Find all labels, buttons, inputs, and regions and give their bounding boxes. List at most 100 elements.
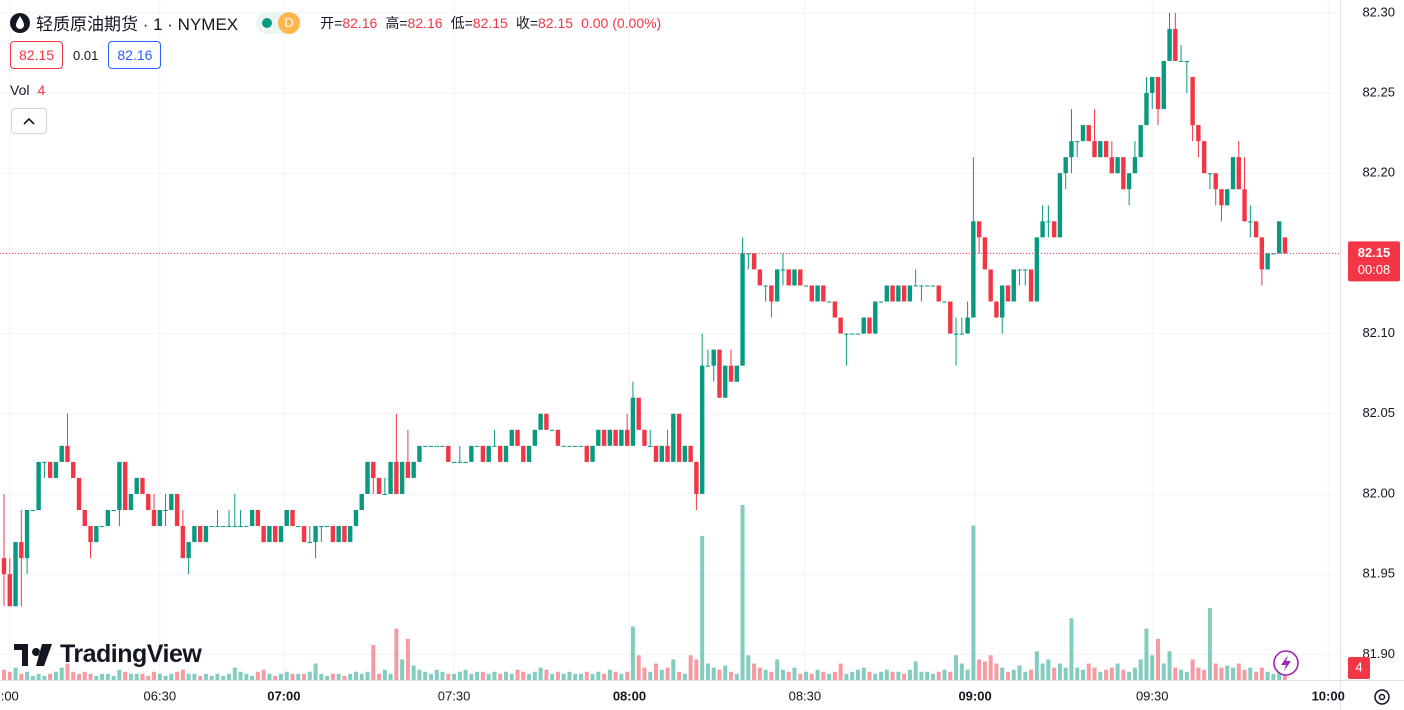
y-tick-label: 81.95 <box>1362 566 1395 581</box>
delay-badge: D <box>278 11 301 34</box>
volume-bar <box>694 659 699 680</box>
candle-body <box>1161 60 1166 110</box>
chevron-icon <box>23 117 35 125</box>
volume-bar <box>1086 663 1091 680</box>
candle-body <box>948 301 953 334</box>
candle-body <box>180 526 186 559</box>
candle-body <box>272 526 278 543</box>
bid-button[interactable]: 82.15 <box>10 41 64 69</box>
volume-bar <box>642 667 647 680</box>
volume-bar <box>1190 659 1195 680</box>
x-tick-label: 07:00 <box>267 688 300 703</box>
volume-bar <box>30 675 35 680</box>
candle-body <box>192 526 197 543</box>
candle-body <box>717 349 722 398</box>
candle-body <box>1144 93 1149 126</box>
x-tick-label: 08:00 <box>613 688 646 703</box>
y-tick-label: 82.25 <box>1362 84 1395 99</box>
volume-tag-label: 4 <box>1355 659 1362 674</box>
alert-icon[interactable] <box>1273 650 1299 676</box>
volume-bar <box>786 671 791 680</box>
volume-bar <box>1282 671 1287 680</box>
ohlc-high: 82.16 <box>407 14 443 31</box>
ask-button[interactable]: 82.16 <box>108 41 162 69</box>
candle-body <box>480 445 486 462</box>
volume-bar <box>1132 667 1137 680</box>
volume-bar <box>838 663 843 680</box>
candle-body <box>232 526 237 528</box>
volume-bar <box>1138 659 1143 680</box>
candle-body <box>267 526 272 543</box>
volume-bar <box>371 645 376 680</box>
candle-body <box>953 333 959 335</box>
candle-body <box>1000 285 1005 318</box>
candle-body <box>1115 157 1120 174</box>
volume-bar <box>42 675 47 680</box>
volume-label: Vol <box>10 82 30 98</box>
volume-bar <box>1156 638 1160 680</box>
volume-bar <box>13 667 18 680</box>
volume-bar <box>1040 663 1045 680</box>
candle-body <box>774 269 780 302</box>
volume-bar <box>203 673 208 680</box>
candle-body <box>76 477 82 510</box>
candle-body <box>642 429 647 446</box>
candle-body <box>65 445 70 462</box>
candle-body <box>1057 173 1063 238</box>
candle-body <box>653 445 659 462</box>
candle-body <box>573 445 578 447</box>
x-tick-label: :00 <box>1 688 19 703</box>
candle-body <box>290 510 295 527</box>
volume-bar <box>227 673 232 680</box>
y-tick-label: 82.10 <box>1362 325 1395 340</box>
candle-body <box>117 461 122 510</box>
candle-body <box>1075 141 1080 143</box>
volume-bar <box>1052 667 1057 680</box>
candle-body <box>815 285 820 302</box>
volume-bar <box>336 673 341 680</box>
collapse-button[interactable] <box>11 108 47 134</box>
volume-bar <box>169 673 174 680</box>
candle-body <box>82 510 87 527</box>
volume-bar <box>711 667 716 680</box>
volume-bar <box>1254 671 1259 680</box>
candle-body <box>342 526 347 543</box>
volume-bar <box>619 673 624 680</box>
candle-body <box>1098 141 1103 158</box>
volume-bar <box>255 671 260 680</box>
volume-bar <box>544 669 549 680</box>
candle-body <box>809 285 814 302</box>
volume-bar <box>302 673 307 680</box>
volume-bar <box>930 673 935 680</box>
x-tick-label: 06:30 <box>144 688 177 703</box>
volume-bar <box>636 655 641 680</box>
volume-bar <box>100 673 105 680</box>
volume-bar <box>590 673 595 680</box>
candle-body <box>1005 285 1011 302</box>
candle-body <box>671 413 676 462</box>
ohlc-low-label: 低= <box>450 14 473 31</box>
status-badge[interactable]: D <box>256 11 301 34</box>
candle-body <box>584 445 589 462</box>
volume-bar <box>1046 659 1051 680</box>
volume-bar <box>1184 671 1189 680</box>
volume-bar <box>134 673 139 680</box>
candle-body <box>665 445 670 462</box>
candle-body <box>965 317 970 334</box>
volume-bar <box>879 671 884 680</box>
candle-body <box>301 526 307 543</box>
volume-bar <box>1063 667 1068 680</box>
volume-bar <box>342 675 347 680</box>
volume-bar <box>319 673 324 680</box>
candle-body <box>1282 237 1288 254</box>
settings-icon[interactable] <box>1374 689 1390 705</box>
candle-body <box>694 461 699 494</box>
candle-body <box>780 269 786 271</box>
candle-body <box>711 349 716 366</box>
volume-bar <box>550 673 555 680</box>
volume-bar <box>19 673 24 680</box>
candle-body <box>971 221 976 318</box>
volume-bar <box>705 663 710 680</box>
volume-bar <box>503 671 508 680</box>
candle-body <box>1103 141 1109 158</box>
